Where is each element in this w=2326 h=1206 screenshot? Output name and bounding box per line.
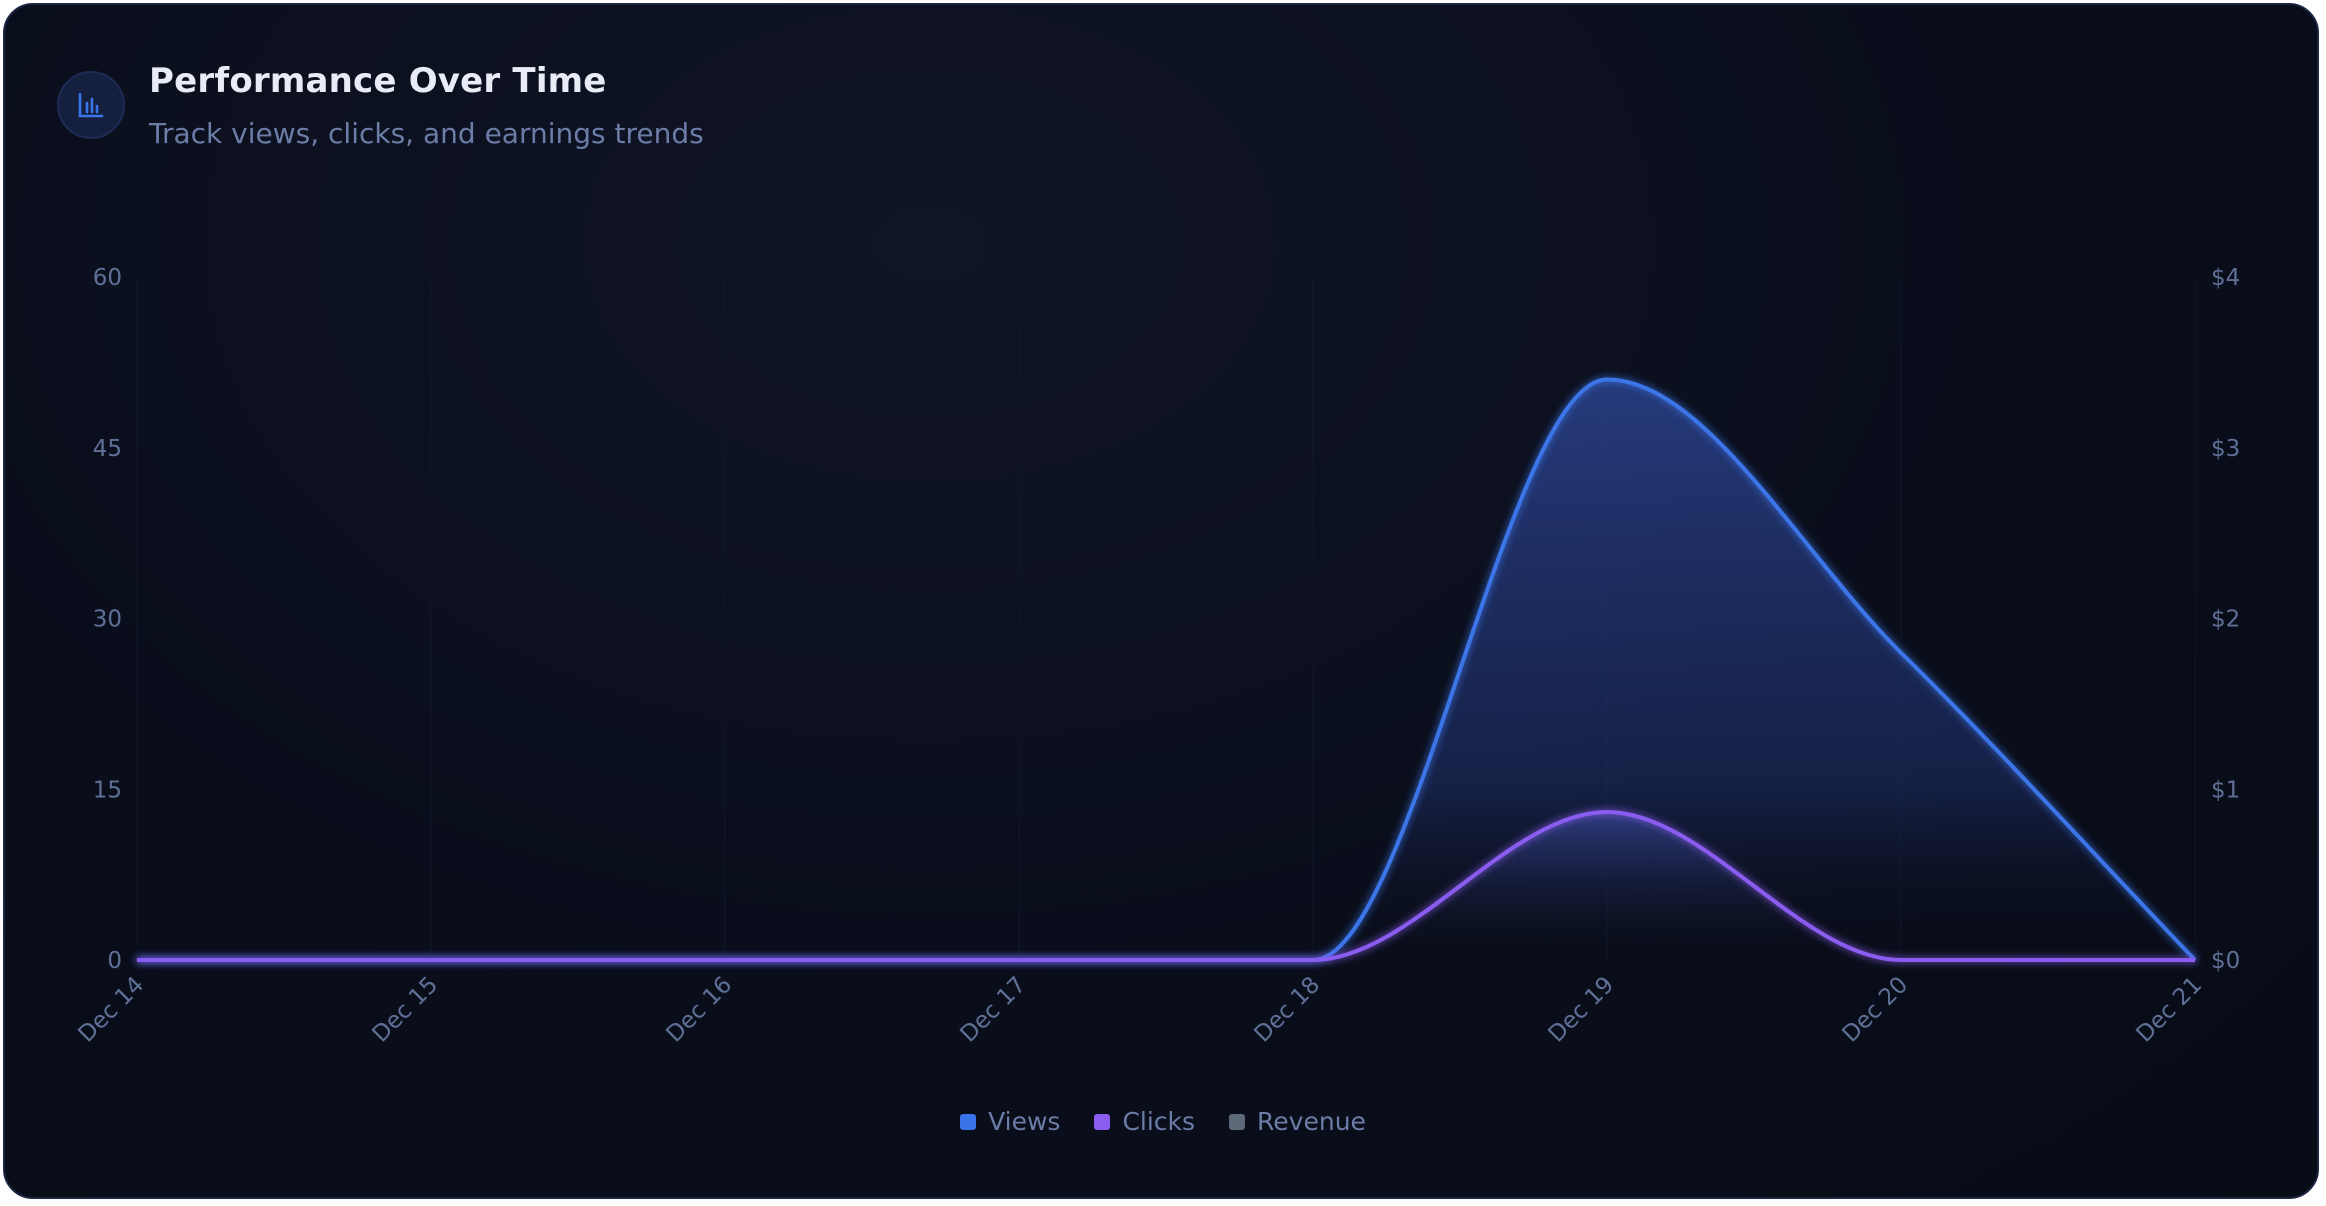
x-tick-label: Dec 20 [1838,972,1914,1048]
views-area [137,379,2195,960]
x-tick-label: Dec 16 [662,972,738,1048]
y-left-tick-label: 15 [93,777,122,803]
x-tick-label: Dec 15 [368,972,444,1048]
y-right-tick-label: $3 [2211,436,2240,462]
legend-swatch-clicks [1094,1113,1111,1130]
legend-label-clicks: Clicks [1122,1107,1196,1136]
x-tick-label: Dec 17 [956,972,1032,1048]
legend-item-clicks[interactable]: Clicks [1094,1107,1195,1136]
y-right-tick-label: $2 [2211,607,2240,633]
y-right-tick-label: $4 [2211,265,2240,291]
y-left-tick-label: 0 [107,948,122,974]
legend-label-views: Views [988,1107,1061,1136]
y-left-tick-label: 45 [93,436,122,462]
y-left-tick-label: 30 [93,607,122,633]
x-tick-label: Dec 21 [2132,972,2208,1048]
y-right-tick-label: $1 [2211,777,2240,803]
legend-item-revenue[interactable]: Revenue [1229,1107,1366,1136]
x-tick-label: Dec 19 [1544,972,1620,1048]
page-title: Performance Over Time [149,61,607,101]
legend-swatch-revenue [1229,1113,1246,1130]
clicks-area [137,812,2195,960]
performance-chart: 0 15 30 45 60 $0 $1 $2 $3 $4 Dec 14 Dec 15 Dec 16 Dec… [74,265,2241,1048]
performance-card: Performance Over Time Track views, click… [3,3,2319,1199]
x-tick-label: Dec 18 [1250,972,1326,1048]
x-tick-label: Dec 14 [74,972,150,1048]
clicks-line [137,810,2195,963]
legend-item-views[interactable]: Views [960,1107,1060,1136]
y-right-tick-label: $0 [2211,948,2240,974]
legend-swatch-views [960,1113,977,1130]
chart-legend: Views Clicks Revenue [5,1107,2317,1136]
bar-chart-icon [57,71,125,139]
page-subtitle: Track views, clicks, and earnings trends [149,117,704,150]
y-left-tick-label: 60 [93,265,122,291]
legend-label-revenue: Revenue [1257,1107,1366,1136]
